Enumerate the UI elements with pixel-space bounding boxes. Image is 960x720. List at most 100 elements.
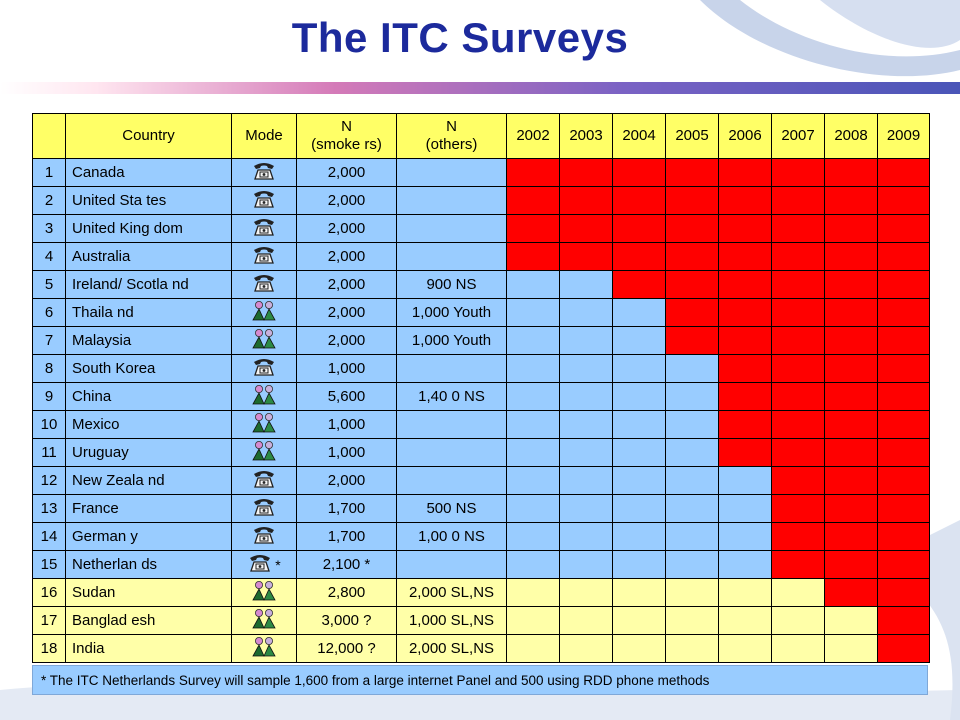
n-others-value [396,242,507,271]
survey-year-inactive [665,578,719,607]
survey-year-active [771,354,825,383]
survey-year-active [877,158,930,187]
n-others-value: 2,000 SL,NS [396,634,507,663]
survey-year-active [824,550,878,579]
survey-year-active [718,158,772,187]
survey-year-inactive [612,550,666,579]
survey-year-inactive [665,410,719,439]
n-others-value [396,354,507,383]
survey-year-active [718,410,772,439]
survey-year-active [771,298,825,327]
face-to-face-icon [252,300,276,326]
survey-year-active [506,214,560,243]
survey-year-inactive [506,326,560,355]
face-to-face-icon [252,440,276,466]
header-mode: Mode [231,113,297,159]
survey-year-active [771,158,825,187]
survey-year-inactive [612,438,666,467]
n-others-value: 1,000 Youth [396,298,507,327]
survey-year-active [771,382,825,411]
survey-year-active [877,214,930,243]
n-others-value [396,466,507,495]
mode-cell [231,466,297,495]
survey-year-inactive [559,354,613,383]
survey-year-active [771,466,825,495]
row-number: 5 [32,270,66,299]
survey-year-active [665,326,719,355]
survey-year-active [877,382,930,411]
survey-year-active [877,326,930,355]
n-smokers-value: 1,700 [296,522,397,551]
survey-year-inactive [771,606,825,635]
survey-year-inactive [665,606,719,635]
survey-year-inactive [718,634,772,663]
survey-year-inactive [506,522,560,551]
mode-cell [231,522,297,551]
survey-year-active [665,214,719,243]
n-smokers-value: 2,000 [296,326,397,355]
mode-cell: * [231,550,297,579]
table-row: 7 Malaysia 2,000 1,000 Youth [32,326,930,355]
survey-year-active [771,494,825,523]
survey-year-active [665,158,719,187]
table-row: 11 Uruguay 1,000 [32,438,930,467]
survey-year-active [612,214,666,243]
n-smokers-value: 1,000 [296,410,397,439]
survey-year-active [612,158,666,187]
n-others-value [396,410,507,439]
row-number: 13 [32,494,66,523]
row-number: 4 [32,242,66,271]
country-name: Netherlan ds [65,550,232,579]
row-number: 2 [32,186,66,215]
survey-year-active [718,298,772,327]
survey-year-inactive [824,606,878,635]
n-smokers-value: 2,000 [296,158,397,187]
survey-year-active [877,438,930,467]
telephone-icon [251,525,277,549]
survey-year-active [718,242,772,271]
table-row: 1 Canada 2,000 [32,158,930,187]
survey-year-active [665,242,719,271]
n-smokers-value: 2,000 [296,214,397,243]
n-others-value [396,214,507,243]
survey-year-active [718,214,772,243]
survey-year-inactive [559,578,613,607]
header-row: Country Mode N (smoke rs) N (others) 200… [32,113,930,159]
survey-year-inactive [506,550,560,579]
survey-year-inactive [612,606,666,635]
survey-year-inactive [665,634,719,663]
survey-year-inactive [612,466,666,495]
header-n-smokers-line2: (smoke rs) [311,136,382,153]
country-name: Thaila nd [65,298,232,327]
survey-year-active [877,186,930,215]
survey-year-active [718,382,772,411]
survey-year-inactive [665,522,719,551]
survey-year-inactive [559,494,613,523]
survey-year-inactive [718,494,772,523]
survey-year-active [877,634,930,663]
table-row: 14 German y 1,700 1,00 0 NS [32,522,930,551]
survey-year-active [824,354,878,383]
survey-year-active [877,522,930,551]
survey-year-active [824,578,878,607]
table-row: 17 Banglad esh 3,000 ? 1,000 SL,NS [32,606,930,635]
survey-year-inactive [559,410,613,439]
survey-year-inactive [612,298,666,327]
country-name: South Korea [65,354,232,383]
country-name: Uruguay [65,438,232,467]
telephone-icon [251,245,277,269]
survey-year-inactive [665,550,719,579]
survey-table-body: 1 Canada 2,000 2 United Sta tes 2,000 3 United … [32,158,930,663]
survey-year-inactive [612,494,666,523]
survey-year-inactive [506,634,560,663]
survey-year-active [824,270,878,299]
header-country: Country [65,113,232,159]
survey-year-active [718,438,772,467]
survey-year-inactive [665,466,719,495]
survey-year-active [559,186,613,215]
survey-year-active [877,242,930,271]
country-name: France [65,494,232,523]
mode-cell [231,634,297,663]
header-year: 2006 [718,113,772,159]
header-year: 2007 [771,113,825,159]
